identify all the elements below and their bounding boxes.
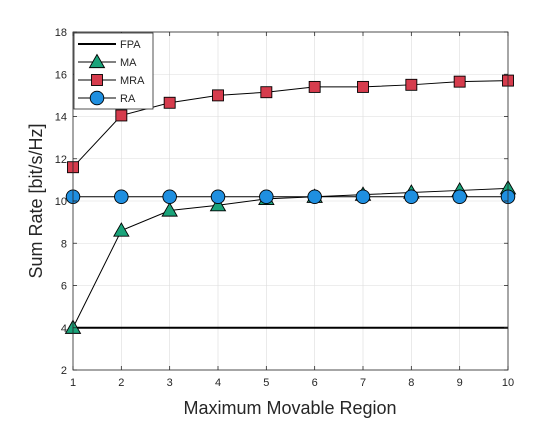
- legend-label-fpa: FPA: [120, 39, 141, 51]
- legend-label-mra: MRA: [120, 75, 145, 87]
- point-mra: [212, 89, 224, 102]
- point-ra: [162, 189, 177, 205]
- point-ra: [114, 189, 129, 205]
- legend-label-ma: MA: [120, 57, 137, 69]
- point-ra: [210, 189, 226, 205]
- x-tick-label: 6: [312, 377, 318, 389]
- point-mra: [163, 96, 176, 109]
- legend-marker-ra: [89, 90, 105, 106]
- point-mra: [357, 80, 369, 93]
- point-ra: [307, 189, 322, 205]
- series-line-ma: [72, 187, 509, 328]
- point-ma: [209, 196, 227, 212]
- point-ra: [452, 189, 467, 205]
- x-tick-label: 3: [167, 377, 173, 389]
- point-ra: [355, 189, 371, 205]
- point-mra: [308, 80, 321, 93]
- x-tick-label: 8: [408, 377, 414, 389]
- y-tick-label: 6: [61, 281, 67, 293]
- y-tick-label: 18: [55, 27, 67, 39]
- x-tick-label: 9: [457, 377, 463, 389]
- x-axis-title: Maximum Movable Region: [183, 398, 396, 418]
- y-tick-label: 2: [61, 365, 67, 377]
- x-tick-label: 10: [502, 377, 514, 389]
- point-ra: [259, 189, 274, 205]
- point-mra: [405, 78, 418, 91]
- x-tick-label: 1: [70, 377, 76, 389]
- x-tick-label: 2: [118, 377, 124, 389]
- y-tick-label: 4: [61, 323, 67, 335]
- y-tick-label: 10: [55, 196, 67, 208]
- point-mra: [115, 109, 128, 122]
- point-mra: [260, 86, 273, 99]
- y-tick-label: 14: [55, 112, 67, 124]
- point-ma: [161, 202, 178, 217]
- x-tick-label: 5: [263, 377, 269, 389]
- x-tick-label: 4: [215, 377, 221, 389]
- y-tick-label: 12: [55, 154, 67, 166]
- legend: FPA MA MRA RA: [73, 32, 154, 110]
- point-ma: [113, 222, 130, 237]
- point-ra: [404, 189, 419, 205]
- legend-box: [73, 32, 154, 110]
- legend-marker-ma: [88, 53, 106, 69]
- y-tick-label: 8: [61, 238, 67, 250]
- y-tick-label: 16: [55, 69, 67, 81]
- x-tick-label: 7: [360, 377, 366, 389]
- legend-marker-mra: [91, 74, 103, 86]
- point-mra: [453, 75, 466, 88]
- series-ra: [65, 189, 516, 205]
- legend-label-ra: RA: [120, 93, 136, 105]
- y-axis-title: Sum Rate [bit/s/Hz]: [26, 123, 46, 278]
